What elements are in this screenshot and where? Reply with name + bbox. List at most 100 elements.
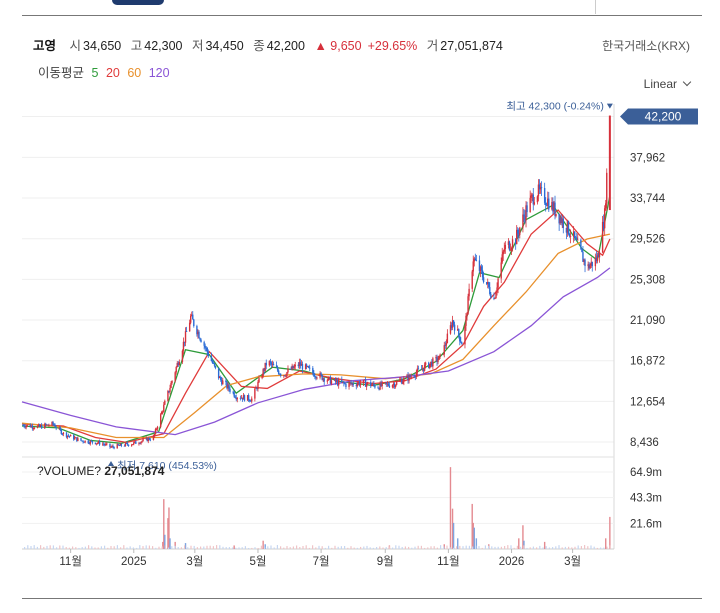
volume-bar (385, 547, 387, 549)
candle-body (403, 377, 405, 382)
volume-bar (584, 545, 586, 549)
candle-body (533, 202, 536, 205)
candle-body (228, 384, 230, 390)
volume-bar (84, 546, 86, 549)
volume-bar (184, 543, 187, 549)
candle-body (39, 425, 42, 427)
candle-body (553, 202, 555, 212)
volume-bar (75, 547, 77, 549)
candle-body (236, 397, 238, 400)
candle-body (239, 397, 242, 399)
candle-body (479, 266, 482, 272)
candle-body (583, 259, 585, 262)
candle-body (366, 382, 369, 384)
last-price-label: 42,200 (645, 110, 682, 124)
candle-body (424, 362, 427, 365)
candle-body (352, 383, 354, 386)
candle-body (378, 388, 380, 390)
candle-body (487, 282, 489, 285)
candle-body (320, 373, 322, 375)
volume-bar (27, 545, 29, 549)
ma-legend-120[interactable]: 120 (148, 66, 170, 80)
candle-body (22, 425, 24, 426)
candle-body (594, 257, 597, 267)
candle-body (581, 248, 583, 253)
candle-body (511, 239, 514, 248)
candle-body (222, 380, 224, 385)
candle-body (142, 438, 144, 441)
low-value: 34,450 (205, 39, 244, 53)
ma-legend-5[interactable]: 5 (91, 66, 99, 80)
candle-body (213, 363, 216, 366)
volume-bar (283, 547, 285, 549)
candle-body (555, 213, 557, 216)
candle-body (197, 331, 199, 335)
candle-body (357, 382, 360, 384)
candle-body (321, 374, 323, 380)
candle-body (507, 241, 510, 245)
candle-body (395, 381, 398, 385)
volume-bar (478, 546, 480, 549)
candle-body (510, 247, 513, 250)
volume-bar (430, 546, 432, 549)
candle-body (410, 376, 412, 378)
open-value: 34,650 (83, 39, 122, 53)
volume-bar (97, 547, 99, 549)
candle-body (73, 434, 75, 440)
volume-bar (542, 547, 544, 549)
candle-body (241, 397, 244, 400)
candle-body (189, 315, 192, 323)
candle-body (218, 377, 221, 379)
min-marker-icon (108, 460, 115, 466)
candle-body (54, 425, 56, 428)
candle-body (350, 382, 352, 384)
volume-bar (536, 547, 538, 549)
volume-bar (167, 518, 169, 549)
candle-body (153, 434, 156, 437)
volume-bar (145, 545, 147, 549)
candle-body (59, 427, 61, 430)
volume-bar (324, 547, 326, 549)
x-tick-label: 7월 (313, 555, 330, 568)
volume-bar (136, 547, 138, 549)
high-label: 고 (130, 39, 143, 53)
candle-body (546, 204, 548, 206)
candle-body (540, 187, 543, 189)
ma-legend-20[interactable]: 20 (105, 66, 120, 80)
volume-bar (216, 545, 218, 549)
ma-legend-60[interactable]: 60 (127, 66, 142, 80)
candle-body (77, 438, 79, 441)
volume-bar (433, 546, 435, 549)
candle-body (279, 373, 281, 375)
candle-body (590, 261, 592, 266)
min-annotation: 최저 7,610 (454.53%) (117, 460, 217, 472)
candle-body (207, 352, 209, 357)
candle-body (61, 433, 64, 435)
candle-body (459, 335, 461, 342)
volume-bar (155, 547, 157, 549)
volume-bar (132, 547, 134, 549)
scale-select[interactable]: Linear (644, 77, 692, 91)
candle-body (133, 442, 135, 445)
volume-bar (411, 547, 413, 549)
candle-body (439, 354, 441, 356)
volume-bar (366, 545, 368, 549)
candle-body (299, 362, 302, 366)
volume-bar (62, 545, 64, 549)
candle-body (336, 380, 339, 386)
close-value: 42,200 (266, 39, 305, 53)
volume-bar (388, 546, 390, 549)
candle-body (89, 440, 92, 444)
candle-body (217, 367, 220, 379)
candle-body (568, 233, 571, 237)
volume-bar (299, 547, 301, 549)
volume-bar (187, 547, 189, 549)
candle-body (120, 443, 123, 446)
candle-body (327, 377, 330, 381)
candle-body (443, 345, 445, 355)
candle-body (67, 435, 70, 437)
volume-bar (81, 547, 83, 549)
candle-body (422, 368, 425, 371)
volume-bar (513, 547, 515, 549)
